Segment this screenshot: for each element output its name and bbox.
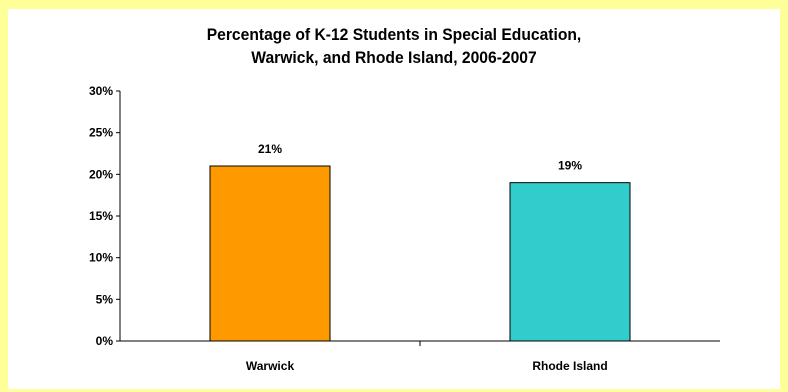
chart-title-line-1: Percentage of K-12 Students in Special E…	[206, 25, 582, 44]
y-tick-label: 30%	[89, 84, 113, 98]
chart-title: Percentage of K-12 Students in Special E…	[39, 23, 749, 69]
y-tick-label: 5%	[96, 292, 114, 306]
chart-frame: Percentage of K-12 Students in Special E…	[8, 9, 780, 389]
data-label: 19%	[558, 159, 582, 173]
y-tick-label: 0%	[96, 334, 114, 348]
bar-warwick	[209, 165, 331, 342]
y-tick-label: 25%	[89, 126, 113, 140]
x-tick-label: Warwick	[246, 359, 295, 373]
data-label: 21%	[258, 142, 282, 156]
y-tick-label: 10%	[89, 251, 113, 265]
x-tick-label: Rhode Island	[532, 359, 607, 373]
bar-chart: 0% 5% 10% 15% 20% 25% 30% 21% Warwick 19% Rhode Is…	[89, 84, 720, 373]
chart-title-line-2: Warwick, and Rhode Island, 2006-2007	[251, 48, 537, 67]
y-tick-label: 15%	[89, 209, 113, 223]
y-tick-label: 20%	[89, 167, 113, 181]
bar-rhode-island	[509, 182, 631, 342]
